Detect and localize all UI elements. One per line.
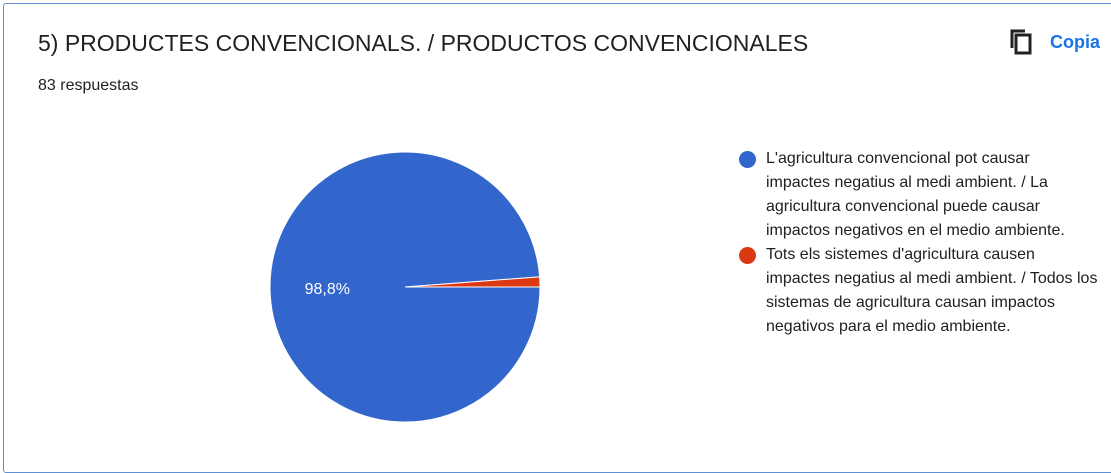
legend-label-2: Tots els sistemes d'agricultura causen i… xyxy=(766,246,1098,335)
copy-icon xyxy=(1008,28,1034,56)
question-card: 5) PRODUCTES CONVENCIONALS. / PRODUCTOS … xyxy=(3,3,1111,473)
response-count: 83 respuestas xyxy=(38,77,139,94)
question-title: 5) PRODUCTES CONVENCIONALS. / PRODUCTOS … xyxy=(38,30,809,56)
chart-legend: L'agricultura convencional pot causar im… xyxy=(738,147,1098,339)
copy-button[interactable]: Copia xyxy=(1008,24,1100,60)
pie-chart: 98,8% xyxy=(269,151,541,423)
pie-slice-2[interactable] xyxy=(404,276,541,288)
legend-swatch-1 xyxy=(739,151,756,168)
copy-button-label: Copia xyxy=(1050,31,1101,52)
legend-label-1: L'agricultura convencional pot causar im… xyxy=(766,150,1065,239)
legend-item-1[interactable]: L'agricultura convencional pot causar im… xyxy=(738,147,1098,243)
legend-item-2[interactable]: Tots els sistemes d'agricultura causen i… xyxy=(738,243,1098,339)
pie-slice-label-1: 98,8% xyxy=(305,281,350,298)
legend-swatch-2 xyxy=(739,247,756,264)
